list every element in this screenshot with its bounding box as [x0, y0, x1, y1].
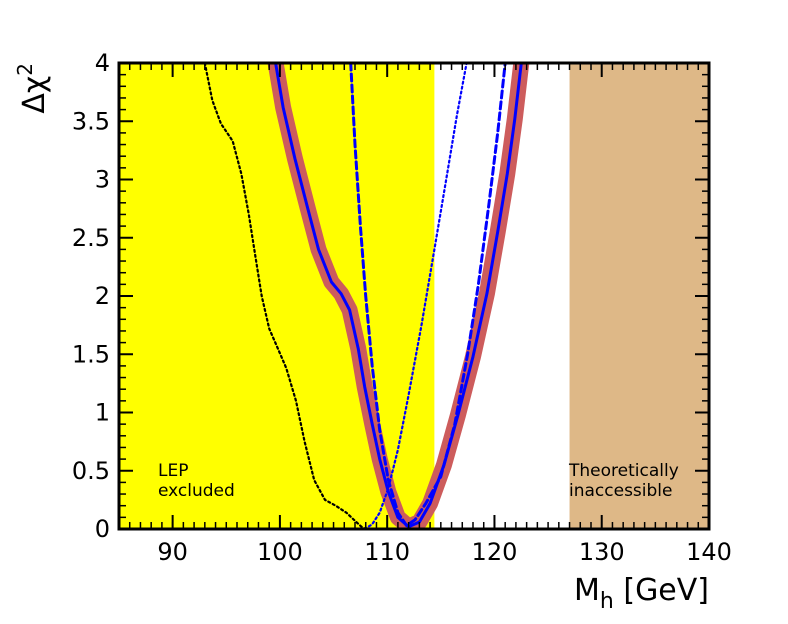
x-tick-label: 90: [157, 538, 188, 566]
x-tick-label: 100: [257, 538, 303, 566]
blue-dashed-curve: [349, 63, 507, 527]
theoretically-inaccessible-label: Theoretically: [568, 461, 679, 481]
theoretically-inaccessible-label: inaccessible: [569, 481, 672, 501]
x-axis-title: Mh [GeV]: [574, 573, 709, 614]
y-tick-label: 2: [95, 282, 110, 310]
plot-frame: [117, 61, 711, 531]
y-tick-label: 1: [95, 399, 110, 427]
blue-dotted-curve: [363, 63, 468, 529]
x-tick-label: 110: [364, 538, 410, 566]
y-axis-title: Δχ2: [13, 63, 52, 114]
y-tick-label: 0.5: [72, 457, 110, 485]
y-tick-label: 2.5: [72, 224, 110, 252]
x-tick-label: 130: [579, 538, 625, 566]
y-tick-label: 4: [95, 49, 110, 77]
black-dotted-curve: [203, 63, 367, 529]
theoretically-inaccessible-region: [569, 63, 709, 529]
y-tick-label: 0: [95, 515, 110, 543]
x-tick-label: 140: [686, 538, 732, 566]
lep-excluded-label: LEP: [158, 461, 188, 481]
y-tick-label: 3: [95, 166, 110, 194]
y-tick-label: 3.5: [72, 107, 110, 135]
y-tick-label: 1.5: [72, 340, 110, 368]
lep-excluded-label: excluded: [158, 481, 235, 501]
central-solid-curve: [274, 63, 523, 529]
x-tick-label: 120: [472, 538, 518, 566]
